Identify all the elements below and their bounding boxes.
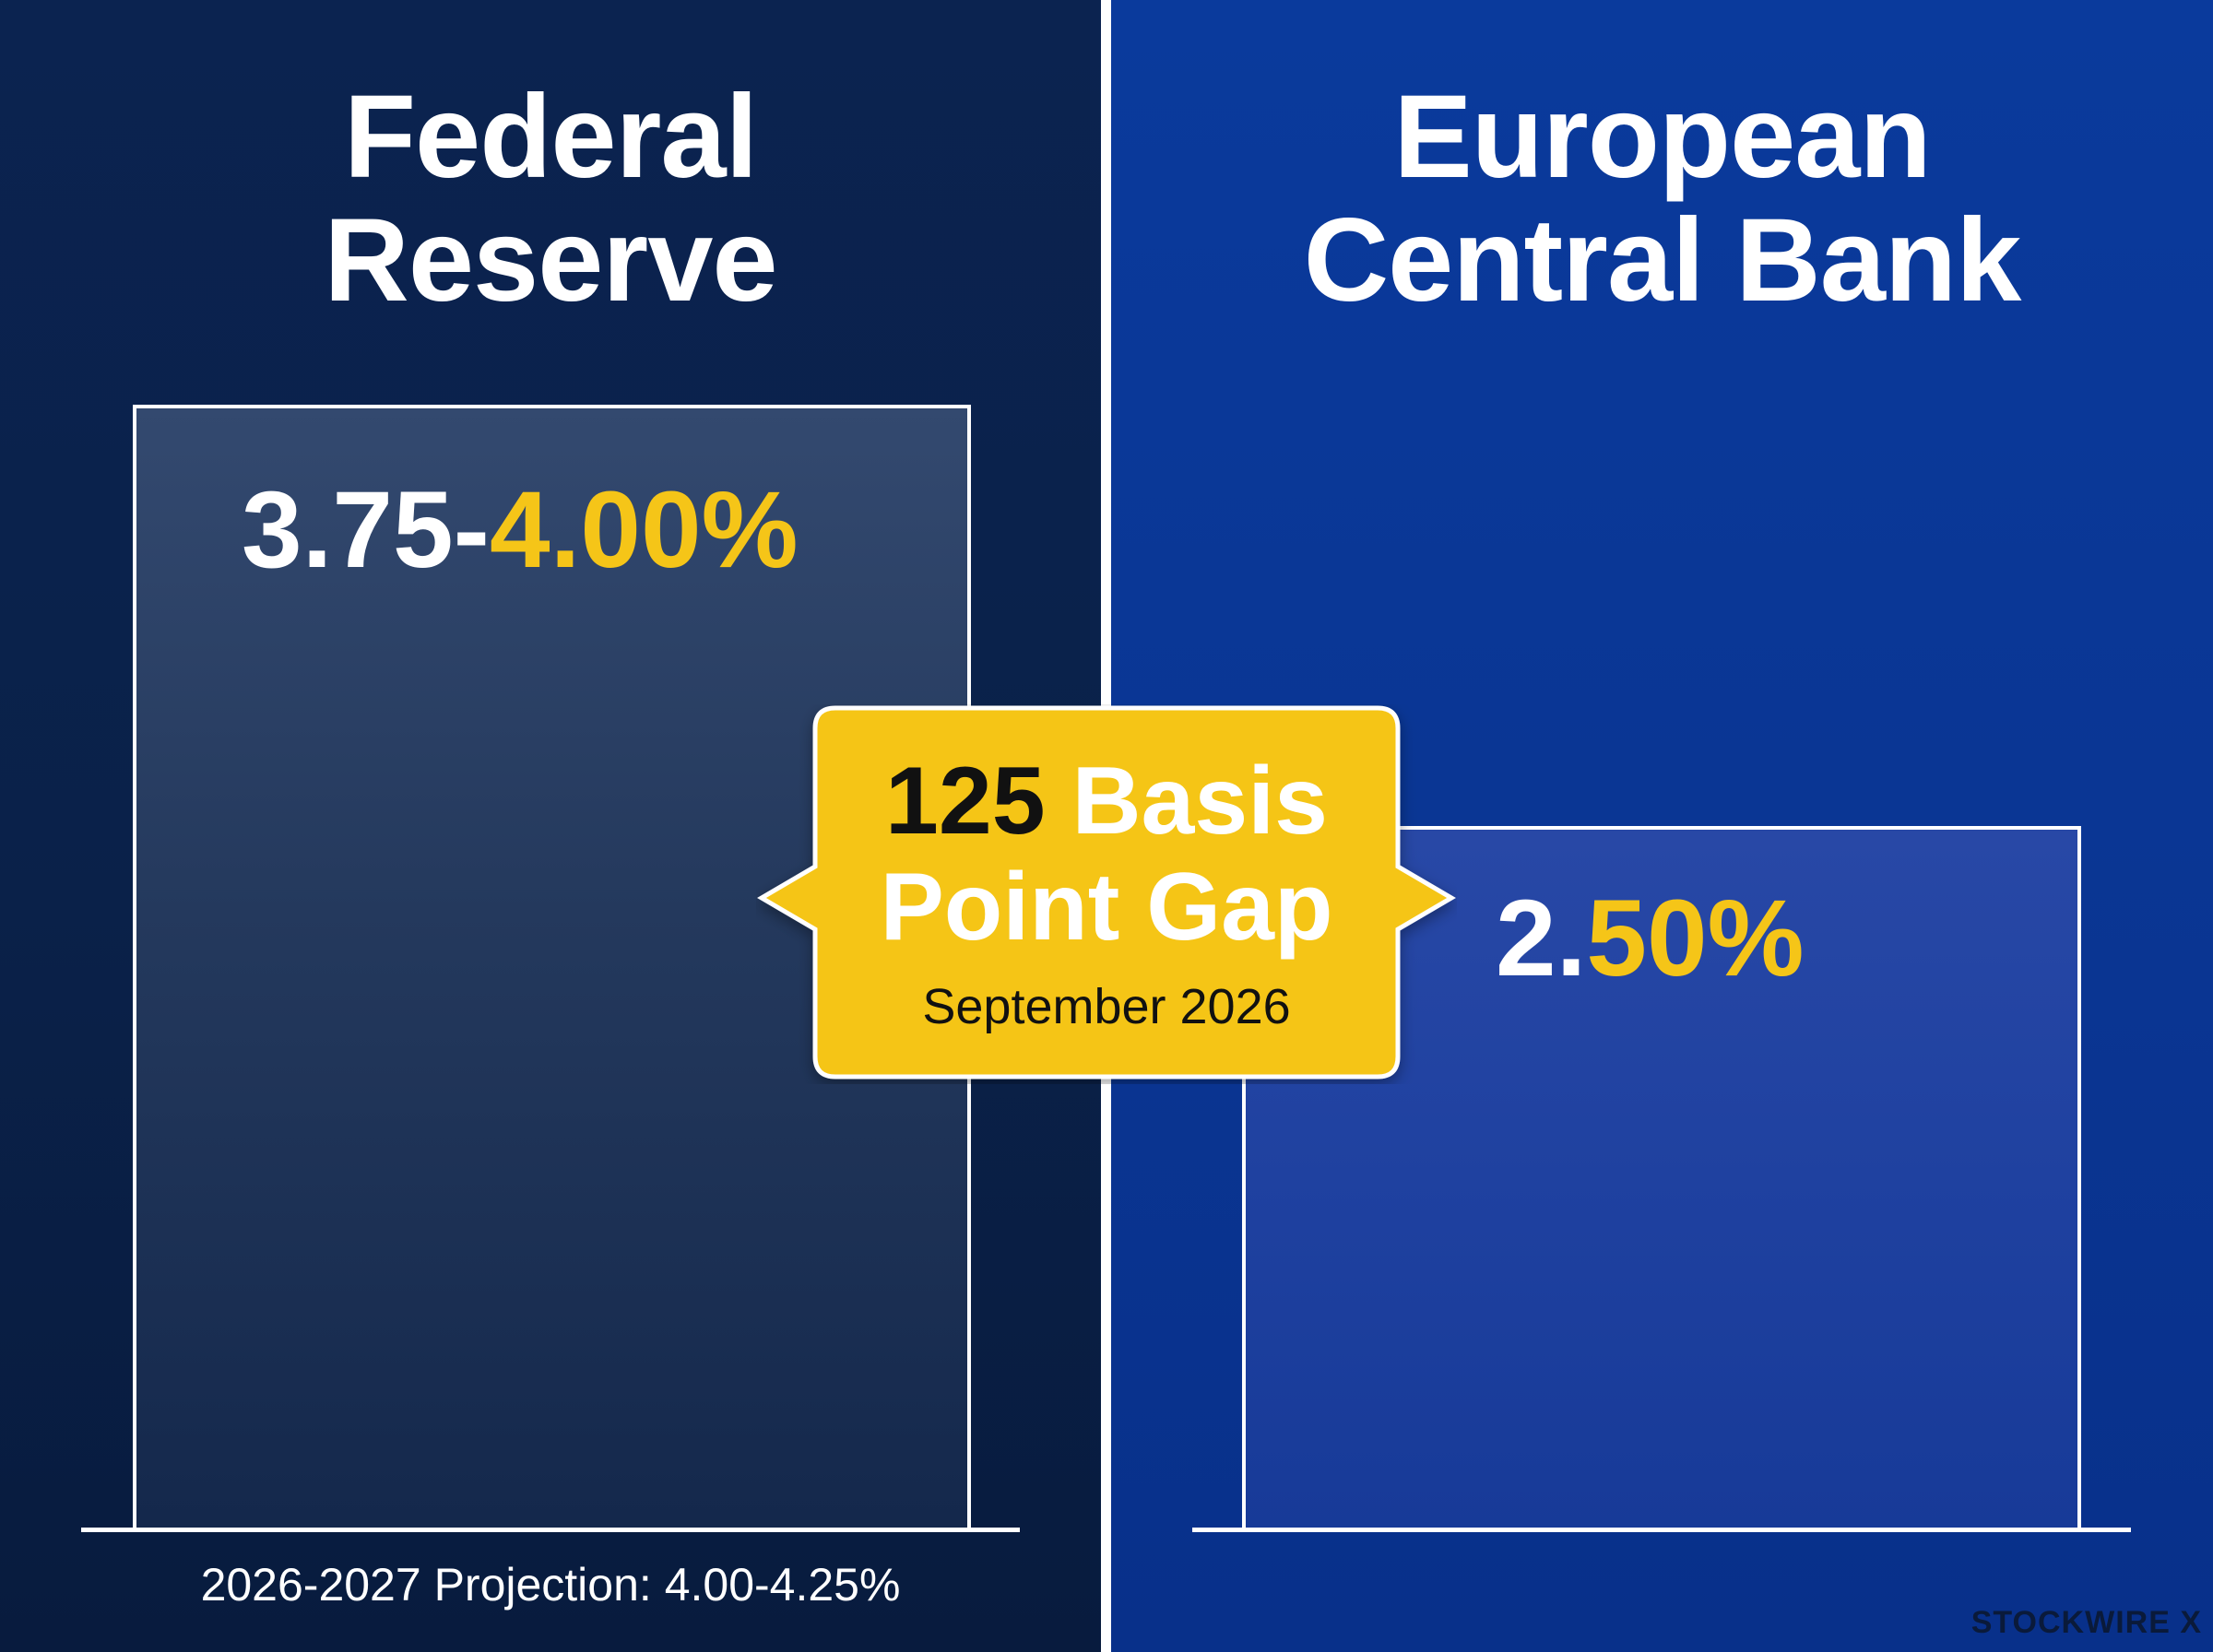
callout-date: September 2026	[922, 979, 1291, 1034]
fed-title-line1: Federal	[343, 71, 758, 203]
projection-note: 2026-2027 Projection: 4.00-4.25%	[200, 1559, 901, 1611]
ecb-rate-label: 2.50%	[1496, 883, 1805, 994]
ecb-rate-bar	[1242, 825, 2081, 1528]
fed-rate-label: 3.75-4.00%	[242, 475, 799, 585]
fed-title-line2: Reserve	[324, 195, 777, 326]
fed-title: Federal Reserve	[0, 76, 1101, 323]
fed-baseline	[81, 1528, 1020, 1532]
callout-word: Basis	[1071, 748, 1328, 855]
ecb-baseline	[1192, 1528, 2131, 1532]
fed-rate-label-main: 3.75-	[242, 469, 490, 591]
ecb-title-line2: Central Bank	[1303, 195, 2022, 326]
callout-number: 125	[885, 748, 1046, 855]
ecb-rate-label-main: 2.	[1496, 877, 1587, 999]
callout-line1: 125 Basis	[756, 750, 1457, 852]
ecb-title-line1: European	[1393, 71, 1931, 203]
callout-line2: Point Gap	[880, 854, 1333, 961]
fed-rate-label-accent: 4.00%	[489, 469, 799, 591]
stockwire-logo: STOCKWIRE X	[1970, 1605, 2202, 1640]
ecb-rate-label-accent: 50%	[1586, 877, 1805, 999]
basis-point-gap-callout: 125 Basis Point Gap September 2026	[756, 704, 1457, 1084]
ecb-title: European Central Bank	[1111, 76, 2213, 323]
callout-shape	[757, 705, 1456, 1080]
